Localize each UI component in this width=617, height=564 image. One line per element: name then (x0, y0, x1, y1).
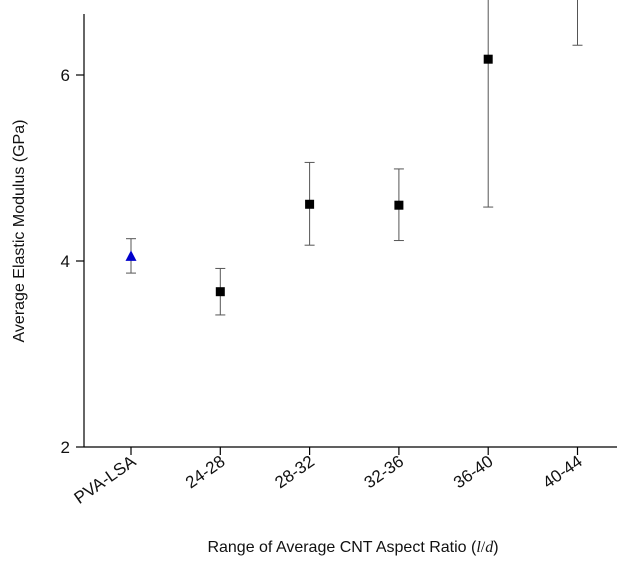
x-axis-title-prefix: Range of Average CNT Aspect Ratio ( (207, 539, 477, 556)
data-point-square (215, 287, 225, 297)
x-axis-title-var-d: d (485, 539, 494, 556)
plot-area (83, 14, 617, 448)
x-axis-title-var-l: l (476, 539, 481, 556)
x-axis-title-sep: / (481, 539, 486, 556)
data-point-triangle (125, 250, 137, 261)
markers (125, 54, 493, 297)
y-tick-label: 6 (61, 66, 70, 85)
x-tick-label: 32-36 (361, 452, 408, 493)
x-axis-title: Range of Average CNT Aspect Ratio (l/d) (207, 539, 498, 556)
data-point-square (483, 54, 493, 64)
data-point-square (305, 199, 315, 209)
x-axis-title-suffix: ) (493, 539, 498, 556)
error-bars (126, 0, 583, 316)
x-tick-label: 40-44 (539, 452, 586, 493)
y-axis-title: Average Elastic Modulus (GPa) (11, 120, 28, 343)
y-tick-label: 2 (61, 438, 70, 457)
x-tick-label: PVA-LSA (71, 451, 140, 507)
x-tick-label: 24-28 (182, 452, 229, 493)
data-point-square (394, 200, 404, 210)
y-tick-label: 4 (61, 252, 70, 271)
y-ticks: 2468 (61, 66, 84, 457)
x-ticks: PVA-LSA 24-28 28-32 32-36 36-40 40-44 (71, 447, 586, 508)
x-tick-label: 28-32 (271, 452, 318, 493)
x-tick-label: 36-40 (450, 452, 497, 493)
